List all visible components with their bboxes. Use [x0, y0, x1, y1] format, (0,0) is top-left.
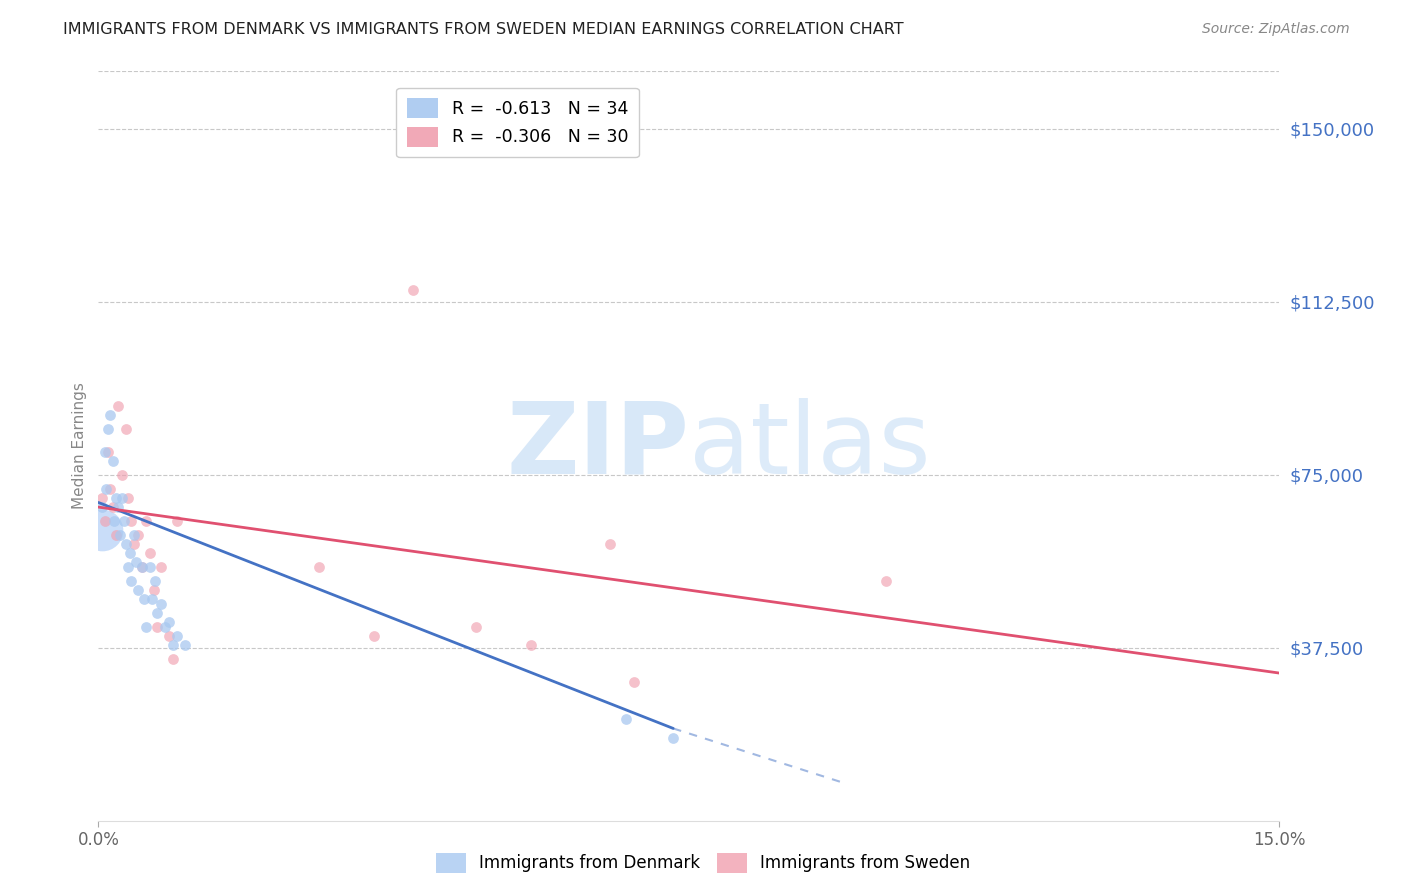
- Legend: R =  -0.613   N = 34, R =  -0.306   N = 30: R = -0.613 N = 34, R = -0.306 N = 30: [396, 87, 638, 157]
- Point: [107, 500, 129, 514]
- Point: [93, 514, 115, 528]
- Point: [402, 284, 425, 298]
- Point: [91, 500, 114, 514]
- Point: [91, 491, 114, 505]
- Legend: Immigrants from Denmark, Immigrants from Sweden: Immigrants from Denmark, Immigrants from…: [429, 847, 977, 880]
- Point: [599, 537, 621, 551]
- Point: [117, 560, 139, 574]
- Text: atlas: atlas: [689, 398, 931, 494]
- Point: [138, 560, 160, 574]
- Point: [141, 592, 163, 607]
- Point: [110, 528, 132, 542]
- Point: [111, 491, 134, 505]
- Point: [98, 408, 121, 422]
- Point: [363, 629, 385, 643]
- Point: [101, 500, 124, 514]
- Point: [127, 528, 149, 542]
- Point: [91, 523, 114, 537]
- Point: [662, 731, 685, 745]
- Point: [104, 528, 127, 542]
- Point: [107, 399, 129, 413]
- Point: [104, 491, 127, 505]
- Point: [308, 560, 330, 574]
- Point: [150, 597, 173, 611]
- Text: Source: ZipAtlas.com: Source: ZipAtlas.com: [1202, 22, 1350, 37]
- Point: [121, 574, 143, 588]
- Point: [146, 606, 169, 620]
- Point: [125, 556, 148, 570]
- Point: [97, 444, 120, 458]
- Point: [150, 560, 173, 574]
- Point: [131, 560, 153, 574]
- Point: [96, 482, 118, 496]
- Point: [614, 712, 637, 726]
- Text: ZIP: ZIP: [506, 398, 689, 494]
- Text: IMMIGRANTS FROM DENMARK VS IMMIGRANTS FROM SWEDEN MEDIAN EARNINGS CORRELATION CH: IMMIGRANTS FROM DENMARK VS IMMIGRANTS FR…: [63, 22, 904, 37]
- Point: [117, 491, 139, 505]
- Point: [115, 537, 138, 551]
- Point: [623, 675, 645, 690]
- Point: [174, 639, 197, 653]
- Point: [131, 560, 153, 574]
- Point: [465, 620, 488, 634]
- Point: [118, 546, 141, 560]
- Point: [155, 620, 177, 634]
- Point: [101, 454, 124, 468]
- Point: [162, 652, 184, 666]
- Point: [121, 514, 143, 528]
- Point: [97, 422, 120, 436]
- Point: [143, 574, 166, 588]
- Point: [98, 482, 121, 496]
- Point: [132, 592, 155, 607]
- Point: [103, 514, 125, 528]
- Point: [875, 574, 897, 588]
- Point: [166, 514, 188, 528]
- Point: [112, 514, 135, 528]
- Point: [135, 620, 157, 634]
- Point: [162, 639, 184, 653]
- Y-axis label: Median Earnings: Median Earnings: [72, 383, 87, 509]
- Point: [135, 514, 157, 528]
- Point: [157, 629, 180, 643]
- Point: [520, 639, 543, 653]
- Point: [142, 583, 165, 598]
- Point: [115, 422, 138, 436]
- Point: [127, 583, 149, 598]
- Point: [166, 629, 188, 643]
- Point: [93, 444, 115, 458]
- Point: [111, 467, 134, 482]
- Point: [146, 620, 169, 634]
- Point: [122, 528, 145, 542]
- Point: [157, 615, 180, 630]
- Point: [122, 537, 145, 551]
- Point: [138, 546, 160, 560]
